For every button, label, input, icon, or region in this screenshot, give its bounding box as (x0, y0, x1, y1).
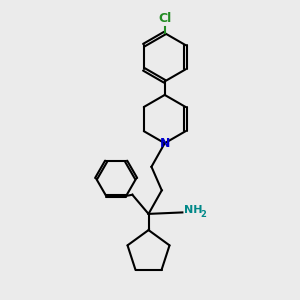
Text: Cl: Cl (158, 12, 171, 25)
Text: 2: 2 (200, 210, 206, 219)
Text: N: N (160, 137, 170, 150)
Text: NH: NH (184, 206, 203, 215)
